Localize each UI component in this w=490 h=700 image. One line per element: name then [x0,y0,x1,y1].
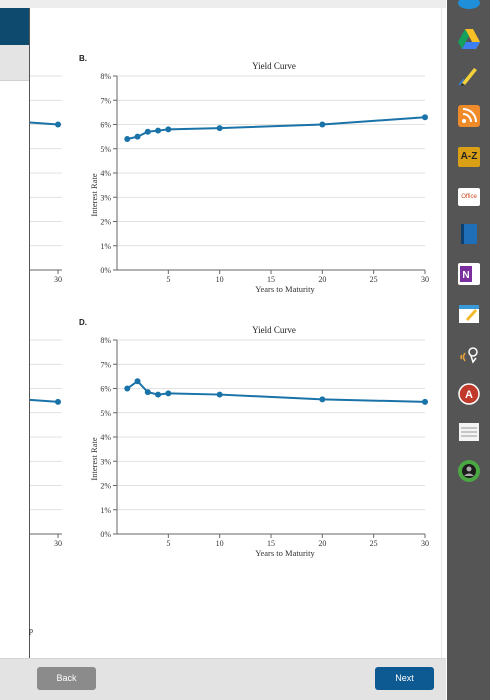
cloud-icon[interactable] [457,0,481,14]
chart-title: Yield Curve [252,61,296,71]
series-line [29,121,59,126]
main-content: p B. 0% 1% 2% 3% 4% 5% 6% 7% 8% 5 10 15 20 25 30 30 Yiel… [0,0,446,660]
next-button[interactable]: Next [375,667,434,690]
y-tick-label: 0% [100,530,111,539]
left-panel-header[interactable] [0,8,29,45]
data-point [422,398,428,405]
y-tick-label: 4% [100,433,111,442]
sticky-note-icon[interactable] [457,302,481,326]
text-fragment: p [29,626,33,635]
left-panel [0,8,30,660]
y-tick-label: 2% [100,482,111,491]
top-strip [0,0,446,8]
y-axis-label: Interest Rate [89,173,99,216]
a-z-icon[interactable]: A-Z [457,145,481,169]
content-divider [441,8,442,660]
y-axis-label: Interest Rate [89,437,99,480]
book-icon[interactable] [457,222,481,246]
y-tick-label: 8% [100,336,111,345]
data-point [55,121,61,128]
y-tick-label: 0% [100,266,111,275]
y-tick-label: 7% [100,96,111,105]
x-tick-label: 10 [216,275,224,284]
data-point [124,385,131,392]
back-button[interactable]: Back [37,667,96,690]
data-point [216,391,223,398]
x-tick-label: 30 [54,275,62,284]
chart-option-letter: D. [79,318,87,327]
y-tick-label: 6% [100,121,111,130]
y-tick-label: 7% [100,360,111,369]
chart-option-letter: B. [79,54,87,63]
speech-icon[interactable] [457,342,481,366]
y-tick-label: 2% [100,218,111,227]
x-tick-label: 10 [216,539,224,548]
data-point [216,125,223,132]
chart-b: B. 0% 1% 2% 3% 4% 5% 6% 7% 8% 5 10 15 20 25 30 30 Yield … [0,54,446,304]
google-drive-icon[interactable] [457,27,481,51]
side-toolbar: A-Z Office N A [447,0,490,700]
data-point [155,127,162,134]
a-z-label: A-Z [458,147,480,167]
data-point [55,398,61,405]
x-tick-label: 25 [370,275,378,284]
x-axis-label: Years to Maturity [255,284,315,294]
x-tick-label: 20 [318,275,326,284]
x-tick-label: 15 [267,539,275,548]
data-point [319,396,326,403]
y-tick-label: 5% [100,145,111,154]
series-line [127,116,426,141]
y-tick-label: 5% [100,409,111,418]
chart-d: D. 0% 1% 2% 3% 4% 5% 6% 7% 8% 5 10 15 20 25 30 30 Yield … [0,318,446,568]
read-aloud-icon[interactable]: A [457,382,481,406]
profile-icon[interactable] [457,459,481,483]
data-point [144,389,151,396]
data-point [144,128,151,135]
y-tick-label: 1% [100,242,111,251]
office-label: Office [458,188,480,206]
yield-curve-chart: 0% 1% 2% 3% 4% 5% 6% 7% 8% 5 10 15 20 25 30 30 Yield Cur… [29,61,429,294]
svg-text:A: A [465,389,473,401]
y-tick-label: 4% [100,169,111,178]
onenote-letter: N [462,270,469,281]
x-axis-label: Years to Maturity [255,548,315,558]
x-tick-label: 5 [166,275,170,284]
data-point [165,390,172,397]
footer-bar: Back Next [0,658,446,700]
data-point [124,136,131,143]
office-icon[interactable]: Office [457,185,481,209]
x-tick-label: 30 [54,539,62,548]
yield-curve-chart: 0% 1% 2% 3% 4% 5% 6% 7% 8% 5 10 15 20 25 30 30 Yield Cur… [29,325,429,558]
rss-icon[interactable] [457,104,481,128]
series-line [29,398,59,403]
y-tick-label: 3% [100,193,111,202]
x-tick-label: 25 [370,539,378,548]
y-tick-label: 3% [100,457,111,466]
data-point [422,114,428,121]
data-point [319,121,326,128]
x-tick-label: 30 [421,539,429,548]
data-point [155,391,162,398]
y-tick-label: 1% [100,506,111,515]
left-panel-tab[interactable] [0,45,29,81]
data-point [134,133,141,140]
x-tick-label: 20 [318,539,326,548]
chart-title: Yield Curve [252,325,296,335]
x-tick-label: 5 [166,539,170,548]
y-tick-label: 8% [100,72,111,81]
data-point [134,378,141,385]
y-tick-label: 6% [100,385,111,394]
series-line [126,379,426,403]
x-tick-label: 15 [267,275,275,284]
x-tick-label: 30 [421,275,429,284]
notepad-icon[interactable] [457,420,481,444]
onenote-icon[interactable]: N [457,262,481,286]
data-point [165,126,172,133]
pencil-icon[interactable] [457,64,481,88]
